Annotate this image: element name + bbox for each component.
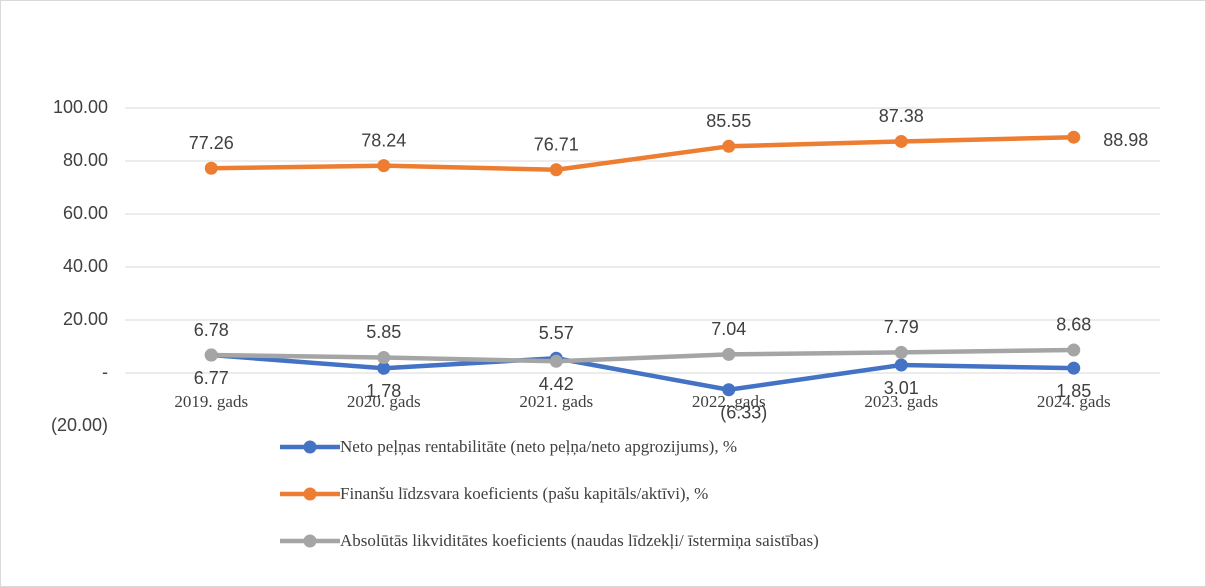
data-label: 78.24 <box>361 130 406 150</box>
point <box>722 383 736 397</box>
y-tick-label: 40.00 <box>63 256 108 276</box>
y-tick-label: (20.00) <box>51 415 108 435</box>
data-label: 5.85 <box>366 322 401 342</box>
legend-marker <box>303 534 317 548</box>
legend-marker <box>303 487 317 501</box>
data-label: 1.78 <box>366 381 401 401</box>
point <box>894 358 908 372</box>
legend-label: Finanšu līdzsvara koeficients (pašu kapi… <box>340 484 709 503</box>
legend-label: Neto peļņas rentabilitāte (neto peļņa/ne… <box>340 437 738 456</box>
y-tick-label: 80.00 <box>63 150 108 170</box>
x-tick-label: 2023. gads <box>864 392 938 411</box>
series-line <box>211 352 1074 393</box>
point <box>722 347 736 361</box>
point <box>549 354 563 368</box>
point <box>1067 361 1081 375</box>
y-tick-label: - <box>102 362 108 382</box>
x-tick-label: 2021. gads <box>519 392 593 411</box>
data-label: 85.55 <box>706 111 751 131</box>
x-tick-label: 2019. gads <box>174 392 248 411</box>
data-label: 77.26 <box>189 133 234 153</box>
series-line <box>211 347 1074 364</box>
x-tick-label: 2024. gads <box>1037 392 1111 411</box>
data-label: 6.78 <box>194 320 229 340</box>
point <box>549 163 563 177</box>
point <box>204 348 218 362</box>
y-tick-label: 60.00 <box>63 203 108 223</box>
y-tick-label: 100.00 <box>53 97 108 117</box>
x-tick-label: 2020. gads <box>347 392 421 411</box>
data-label: 6.77 <box>194 368 229 388</box>
point <box>377 159 391 173</box>
point <box>1067 130 1081 144</box>
point <box>1067 343 1081 357</box>
data-label: 8.68 <box>1056 315 1091 335</box>
y-tick-label: 20.00 <box>63 309 108 329</box>
data-label: 1.85 <box>1056 381 1091 401</box>
data-label: (6.33) <box>720 403 767 423</box>
point <box>722 139 736 153</box>
point <box>894 345 908 359</box>
data-label: 7.79 <box>884 317 919 337</box>
data-label: 3.01 <box>884 378 919 398</box>
data-label: 5.57 <box>539 323 574 343</box>
data-label: 4.42 <box>539 374 574 394</box>
x-tick-label: 2022. gads <box>692 392 766 411</box>
data-label: 7.04 <box>711 319 746 339</box>
data-label: 88.98 <box>1103 130 1148 150</box>
point <box>204 161 218 175</box>
series-line <box>211 134 1074 172</box>
point <box>894 134 908 148</box>
data-label: 76.71 <box>534 134 579 154</box>
point <box>377 361 391 375</box>
legend-marker <box>303 440 317 454</box>
data-label: 87.38 <box>879 106 924 126</box>
point <box>377 350 391 364</box>
legend-label: Absolūtās likviditātes koeficients (naud… <box>340 531 819 550</box>
